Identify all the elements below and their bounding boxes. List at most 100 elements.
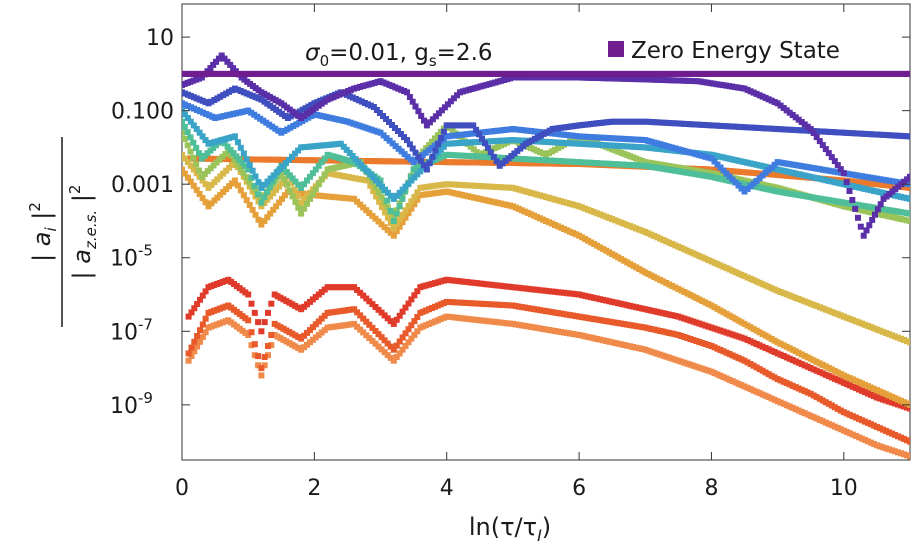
data-point (450, 95, 457, 102)
data-point (382, 186, 388, 193)
data-point (485, 197, 492, 204)
data-point (705, 122, 712, 129)
data-point (405, 180, 412, 187)
data-point (597, 317, 604, 324)
data-point (309, 170, 316, 177)
data-point (190, 182, 197, 189)
data-point (298, 199, 305, 206)
data-point (255, 179, 262, 186)
data-point (402, 343, 409, 349)
data-point (849, 376, 856, 383)
data-point (349, 174, 355, 181)
data-point (414, 171, 421, 178)
data-point (295, 147, 302, 154)
data-point (321, 155, 328, 162)
data-point (341, 118, 348, 124)
data-point (633, 155, 640, 162)
data-point (384, 204, 391, 211)
data-point (387, 229, 394, 236)
data-point (349, 153, 356, 159)
data-point (843, 179, 850, 186)
data-point (182, 151, 185, 158)
data-point (358, 162, 365, 169)
data-point (777, 172, 784, 179)
data-point (202, 137, 209, 144)
data-point (246, 178, 253, 185)
data-point (396, 216, 403, 223)
data-point (907, 195, 910, 202)
data-point (196, 191, 203, 197)
data-point (406, 94, 413, 100)
data-point (561, 289, 567, 296)
data-point (485, 70, 492, 77)
data-point (298, 184, 305, 191)
data-point (440, 143, 447, 150)
data-point (907, 405, 910, 412)
data-point (360, 315, 367, 322)
data-point (252, 173, 259, 180)
data-point (705, 70, 712, 77)
data-point (701, 79, 708, 86)
data-point (813, 358, 820, 365)
data-point (366, 321, 373, 328)
data-point (265, 352, 271, 359)
data-point (288, 180, 295, 187)
data-point (705, 154, 712, 161)
data-point (366, 210, 373, 216)
data-point (199, 133, 206, 140)
data-point (298, 210, 305, 217)
data-point (597, 160, 604, 167)
data-point (298, 144, 305, 151)
data-point (364, 177, 371, 184)
plot-frame (181, 3, 911, 461)
data-point (387, 207, 394, 214)
data-point (411, 174, 418, 181)
data-point (825, 150, 832, 157)
data-point (384, 340, 391, 347)
data-point (197, 296, 203, 303)
data-point (182, 129, 185, 136)
data-point (777, 189, 784, 195)
data-point (372, 184, 379, 191)
data-point (258, 365, 265, 372)
data-point (429, 153, 436, 160)
data-point (396, 338, 403, 345)
data-point (227, 61, 234, 68)
data-point (369, 337, 376, 344)
data-point (252, 211, 259, 218)
data-point (202, 329, 209, 336)
data-point (521, 70, 528, 77)
data-point (411, 332, 418, 338)
data-point (255, 319, 262, 326)
data-point (849, 171, 856, 178)
data-point (633, 162, 640, 169)
data-point (360, 292, 367, 299)
data-point (412, 149, 419, 156)
data-point (633, 136, 640, 143)
data-point (561, 311, 567, 318)
data-point (597, 244, 604, 251)
data-point (837, 166, 844, 173)
data-point (358, 176, 365, 183)
data-point (267, 193, 274, 200)
parameter-annotation: σ0=0.01, gs=2.6 (305, 40, 493, 70)
data-point (723, 82, 729, 89)
data-point (387, 192, 394, 199)
data-point (326, 193, 333, 200)
data-point (378, 334, 385, 341)
data-point (233, 153, 240, 160)
data-point (190, 166, 197, 173)
x-axis-title: ln(τ/τI) (469, 513, 551, 545)
data-point (273, 186, 280, 193)
data-point (485, 138, 492, 145)
data-point (233, 70, 240, 77)
data-point (351, 306, 358, 313)
data-point (315, 181, 322, 188)
data-point (187, 118, 194, 125)
data-point (264, 178, 271, 185)
data-point (810, 130, 817, 136)
data-point (741, 383, 748, 390)
data-point (301, 181, 308, 188)
legend-swatch (608, 41, 624, 57)
data-point (354, 323, 361, 330)
